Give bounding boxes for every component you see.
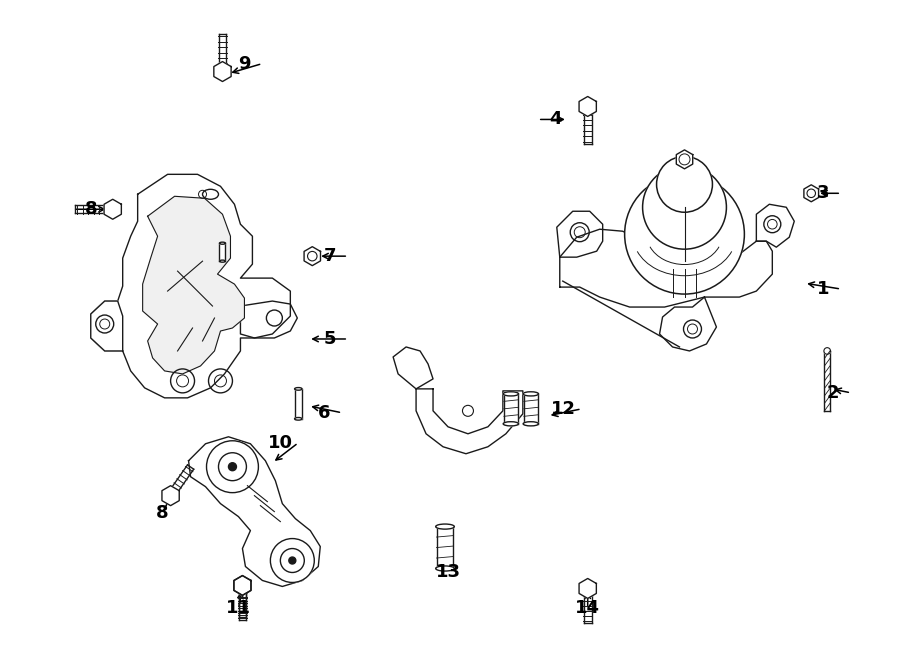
Text: 9: 9 — [238, 55, 251, 73]
Polygon shape — [676, 150, 693, 169]
Ellipse shape — [220, 260, 226, 262]
Text: 12: 12 — [552, 400, 576, 418]
Circle shape — [229, 463, 237, 471]
Text: 4: 4 — [550, 110, 562, 128]
Ellipse shape — [503, 392, 518, 396]
Text: 7: 7 — [324, 247, 337, 265]
Polygon shape — [504, 394, 518, 424]
Circle shape — [625, 175, 744, 294]
Polygon shape — [214, 61, 231, 81]
Ellipse shape — [436, 566, 454, 571]
Text: 8: 8 — [157, 504, 169, 522]
Text: 14: 14 — [575, 600, 600, 617]
Polygon shape — [162, 486, 179, 506]
Text: 10: 10 — [268, 434, 292, 451]
Polygon shape — [234, 576, 251, 596]
Polygon shape — [756, 204, 795, 247]
Polygon shape — [142, 196, 245, 374]
Ellipse shape — [503, 422, 518, 426]
Polygon shape — [416, 389, 523, 453]
Polygon shape — [579, 578, 597, 598]
Circle shape — [824, 348, 831, 354]
Circle shape — [643, 165, 726, 249]
Polygon shape — [824, 351, 830, 411]
Ellipse shape — [294, 418, 302, 420]
Circle shape — [270, 539, 314, 582]
Polygon shape — [240, 301, 297, 338]
Polygon shape — [304, 247, 320, 266]
Text: 8: 8 — [85, 200, 97, 218]
Polygon shape — [294, 389, 302, 419]
Text: 3: 3 — [817, 184, 830, 202]
Circle shape — [657, 157, 713, 212]
Polygon shape — [660, 297, 716, 351]
Polygon shape — [104, 199, 122, 219]
Text: 5: 5 — [324, 330, 337, 348]
Circle shape — [281, 549, 304, 572]
Circle shape — [206, 441, 258, 492]
Polygon shape — [524, 394, 538, 424]
Polygon shape — [804, 185, 819, 202]
Polygon shape — [436, 527, 454, 568]
Polygon shape — [393, 347, 433, 389]
Text: 1: 1 — [817, 280, 830, 298]
Ellipse shape — [220, 242, 226, 244]
Circle shape — [219, 453, 247, 481]
Ellipse shape — [523, 392, 538, 396]
Ellipse shape — [436, 524, 454, 529]
Polygon shape — [91, 301, 122, 351]
Polygon shape — [557, 212, 603, 257]
Polygon shape — [189, 437, 320, 586]
Polygon shape — [220, 243, 226, 261]
Ellipse shape — [294, 387, 302, 390]
Text: 6: 6 — [318, 404, 330, 422]
Text: 11: 11 — [226, 600, 251, 617]
Polygon shape — [579, 97, 597, 116]
Circle shape — [289, 557, 296, 564]
Polygon shape — [91, 175, 291, 398]
Polygon shape — [560, 229, 772, 307]
Text: 2: 2 — [827, 384, 840, 402]
Polygon shape — [234, 576, 251, 596]
Text: 13: 13 — [436, 563, 461, 582]
Ellipse shape — [523, 422, 538, 426]
